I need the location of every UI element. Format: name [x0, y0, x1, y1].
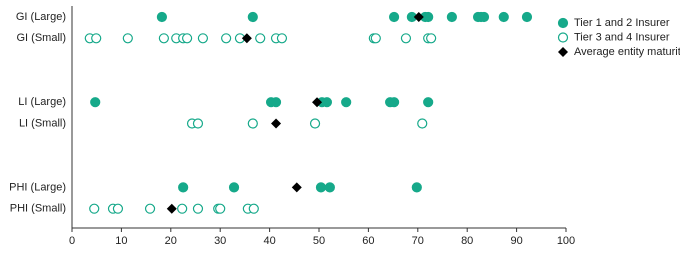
legend-marker	[557, 17, 569, 29]
legend-label: Tier 3 and 4 Insurer	[574, 31, 670, 43]
open-dot	[89, 203, 100, 214]
open-dot	[426, 33, 437, 44]
open-dot	[192, 203, 204, 214]
dot	[423, 97, 434, 108]
legend-marker	[558, 47, 568, 57]
diamond-marker	[291, 182, 302, 193]
open-dot	[400, 33, 412, 44]
x-tick-label: 20	[165, 235, 177, 247]
dot	[178, 182, 189, 193]
dot	[388, 97, 400, 108]
dot	[423, 11, 434, 23]
y-tick-label: PHI (Large)	[9, 181, 66, 193]
dot	[498, 11, 509, 23]
dot	[478, 11, 490, 23]
open-dot	[182, 33, 193, 44]
x-tick-label: 10	[115, 235, 127, 247]
dot	[270, 97, 282, 108]
dot	[411, 182, 422, 193]
open-dot	[248, 203, 259, 214]
dot	[324, 182, 335, 193]
open-dot	[112, 203, 124, 214]
diamond-marker	[271, 118, 282, 129]
x-tick-label: 30	[214, 235, 226, 247]
open-dot	[177, 203, 188, 214]
open-dot	[197, 33, 209, 44]
x-tick-label: 100	[557, 235, 575, 247]
dot	[388, 11, 400, 23]
dot	[341, 97, 352, 108]
x-tick-label: 0	[69, 235, 75, 247]
diamond-marker	[312, 97, 323, 108]
open-dot	[247, 118, 258, 129]
diamond-marker	[166, 203, 177, 214]
open-dot	[122, 33, 133, 44]
legend-marker	[557, 32, 569, 43]
open-dot	[417, 118, 428, 129]
x-tick-label: 50	[313, 235, 325, 247]
y-tick-label: GI (Large)	[16, 11, 66, 23]
open-dot	[158, 33, 169, 44]
dot	[228, 182, 240, 193]
open-dot	[255, 33, 266, 44]
dot	[90, 97, 101, 108]
open-dot	[221, 33, 232, 44]
y-tick-label: LI (Large)	[18, 96, 66, 108]
x-tick-label: 80	[461, 235, 473, 247]
y-tick-label: LI (Small)	[19, 117, 66, 129]
dot	[446, 11, 457, 23]
dot	[321, 97, 333, 108]
open-dot	[370, 33, 381, 44]
dot	[521, 11, 533, 23]
y-tick-label: GI (Small)	[17, 32, 67, 44]
y-tick-label: PHI (Small)	[10, 203, 66, 215]
open-dot	[309, 118, 321, 129]
diamond-marker	[241, 33, 252, 44]
x-tick-label: 70	[412, 235, 424, 247]
dot	[315, 182, 327, 193]
open-dot	[215, 203, 226, 214]
dot	[247, 11, 258, 23]
open-dot	[91, 33, 102, 44]
diamond-marker	[413, 12, 424, 22]
legend-label: Average entity maturity	[574, 46, 680, 58]
x-tick-label: 60	[362, 235, 374, 247]
legend-label: Tier 1 and 2 Insurer	[574, 17, 670, 29]
open-dot	[192, 118, 204, 129]
x-tick-label: 90	[510, 235, 522, 247]
x-tick-label: 40	[263, 235, 275, 247]
dot	[156, 11, 168, 23]
open-dot	[144, 203, 156, 214]
open-dot	[276, 33, 288, 44]
